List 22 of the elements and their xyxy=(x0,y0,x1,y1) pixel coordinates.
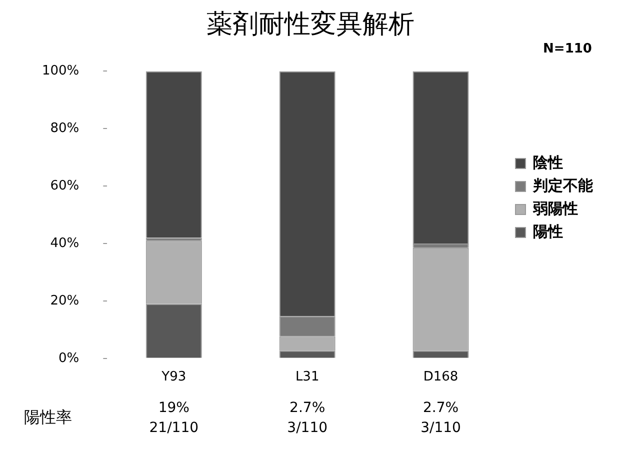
text: N=110 xyxy=(543,42,592,57)
text: 19% xyxy=(158,400,190,416)
legend-label: 弱陽性 xyxy=(532,199,578,218)
y-tick-label: 0% xyxy=(58,350,80,366)
x-tick-label: L31 xyxy=(295,370,320,385)
legend-label: 陰性 xyxy=(533,153,563,172)
y-tick-label: 60% xyxy=(50,178,80,194)
text: 2.7% xyxy=(422,400,459,416)
y-tick-label: 40% xyxy=(50,236,80,251)
x-tick-label: Y93 xyxy=(160,370,186,385)
text: 2.7% xyxy=(290,400,326,416)
text: 3/110 xyxy=(287,420,328,436)
chart-title: 薬剤耐性変異解析 xyxy=(206,9,414,40)
text: 陽性率 xyxy=(24,408,72,427)
y-tick-label: 100% xyxy=(42,64,80,79)
y-tick-label: 80% xyxy=(50,121,80,136)
x-tick-label: D168 xyxy=(423,370,458,385)
text: 21/110 xyxy=(149,420,199,436)
text: 3/110 xyxy=(420,420,461,436)
y-tick-label: 20% xyxy=(50,293,80,308)
legend-label: 陽性 xyxy=(533,222,563,240)
legend-label: 判定不能 xyxy=(532,176,594,194)
